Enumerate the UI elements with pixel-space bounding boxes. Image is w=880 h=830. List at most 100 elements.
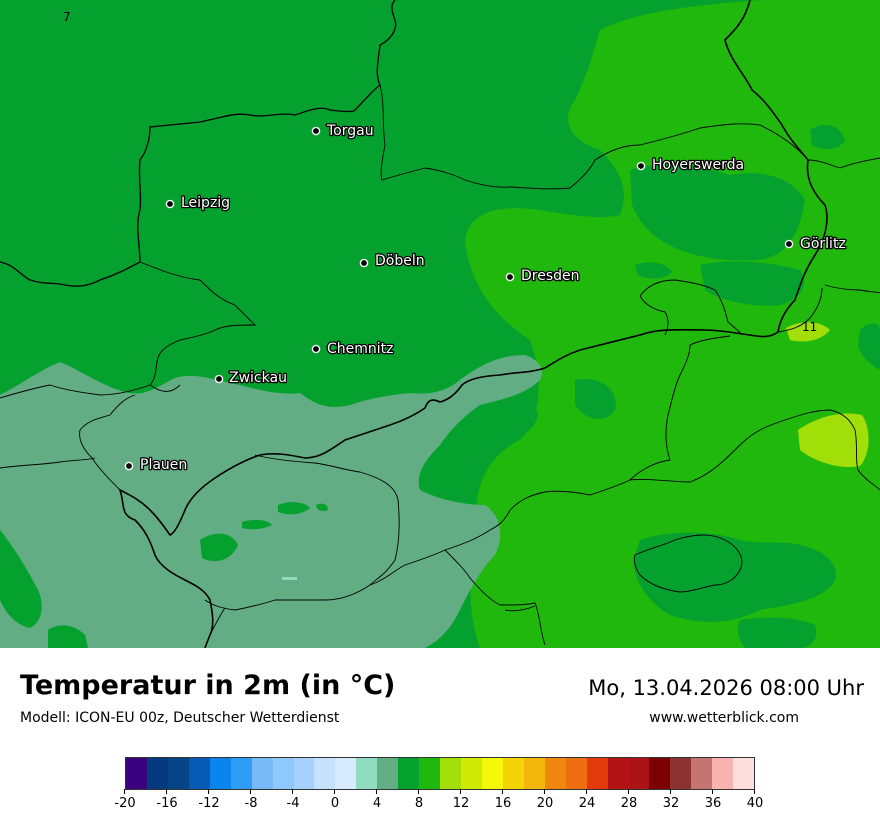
legend-swatch [523, 758, 545, 789]
legend-tick-label: 12 [446, 789, 476, 811]
legend-swatch [356, 758, 378, 789]
city-marker-chemnitz: Chemnitz [311, 340, 395, 358]
temp-field-6-8-island [810, 124, 845, 150]
city-marker-zwickau: Zwickau [214, 369, 288, 387]
temp-field-6-8-island [0, 530, 42, 628]
legend-tick-label: -4 [278, 789, 308, 811]
district-border [204, 454, 400, 611]
temp-field-6-8-island [737, 617, 817, 648]
district-border [807, 157, 880, 169]
legend-swatch [461, 758, 482, 789]
temp-field-6-8-island [242, 519, 272, 530]
legend-swatch [398, 758, 420, 789]
legend-tick-label: 16 [488, 789, 518, 811]
city-label: Dresden [521, 268, 580, 284]
temperature-map: Torgau Hoyerswerda Leipzig Görlitz Döbel… [0, 0, 880, 648]
city-marker-dresden: Dresden [505, 267, 581, 285]
district-border [79, 394, 136, 491]
legend-tick-label: 32 [656, 789, 686, 811]
temp-field-4-6-southwest [0, 355, 542, 648]
district-border [379, 84, 809, 190]
city-label: Döbeln [375, 253, 425, 269]
value-label: 7 [63, 10, 71, 24]
temp-field-6-8-island [700, 261, 804, 306]
legend-swatch [251, 758, 273, 789]
legend-tick-label: -20 [110, 789, 140, 811]
city-marker-leipzig: Leipzig [165, 194, 231, 212]
legend-swatch [126, 758, 147, 789]
temp-field-6-8-island [635, 262, 672, 279]
district-border [633, 534, 743, 593]
legend-swatch [188, 758, 210, 789]
city-label: Zwickau [229, 370, 287, 386]
city-label: Leipzig [181, 195, 230, 211]
district-border [509, 409, 880, 511]
legend-swatch [209, 758, 231, 789]
city-label: Görlitz [800, 236, 846, 252]
temp-field-4-6-spot [282, 577, 297, 580]
legend-tick-label: -16 [152, 789, 182, 811]
model-subtitle: Modell: ICON-EU 00z, Deutscher Wetterdie… [20, 710, 340, 726]
temp-field-6-8-island [316, 503, 328, 511]
legend-swatch [377, 758, 399, 789]
color-legend [125, 757, 755, 790]
legend-swatch [481, 758, 503, 789]
legend-swatch [272, 758, 294, 789]
legend-swatch [712, 758, 734, 789]
legend-tick-label: -12 [194, 789, 224, 811]
legend-tick-label: 4 [362, 789, 392, 811]
legend-swatch [565, 758, 587, 789]
legend-swatch [419, 758, 441, 789]
temp-field-6-8-island [200, 533, 238, 562]
city-label: Hoyerswerda [652, 157, 744, 173]
city-marker-torgau: Torgau [311, 122, 375, 140]
legend-swatch [670, 758, 692, 789]
city-marker-plauen: Plauen [124, 456, 189, 474]
district-border [139, 261, 257, 386]
temp-field-6-8-island [278, 502, 310, 515]
legend-swatch [733, 758, 755, 789]
temp-field-6-8-island [858, 323, 880, 370]
temp-field-6-8-island [575, 379, 616, 420]
district-border [0, 384, 181, 399]
legend-swatch [544, 758, 566, 789]
legend-swatch [628, 758, 650, 789]
legend-swatch [146, 758, 168, 789]
legend-swatch [607, 758, 629, 789]
temp-field-10-12 [798, 413, 869, 468]
district-border [777, 287, 823, 333]
legend-swatch [167, 758, 189, 789]
website-link[interactable]: www.wetterblick.com [649, 710, 799, 726]
district-border [0, 457, 96, 469]
state-border-sachsen [118, 0, 828, 648]
district-border [209, 607, 226, 636]
district-border [504, 605, 536, 612]
forecast-datetime: Mo, 13.04.2026 08:00 Uhr [588, 676, 864, 700]
temp-field-8-10-east [465, 0, 880, 648]
district-border [629, 335, 731, 481]
legend-ticks: -20 -16 -12 -8 -4 0 4 8 12 16 20 24 28 32 36 40 [114, 789, 763, 820]
city-marker-hoyerswerda: Hoyerswerda [636, 156, 745, 174]
city-label: Plauen [140, 457, 187, 473]
legend-tick-label: 0 [320, 789, 350, 811]
state-border-north [0, 0, 397, 287]
footer: Temperatur in 2m (in °C) Modell: ICON-EU… [0, 648, 880, 830]
legend-swatch [440, 758, 461, 789]
legend-swatch [314, 758, 336, 789]
legend-swatch [649, 758, 671, 789]
legend-tick-label: 40 [740, 789, 770, 811]
city-marker-doebeln: Döbeln [359, 252, 426, 270]
city-label: Chemnitz [327, 341, 394, 357]
legend-tick-label: 20 [530, 789, 560, 811]
district-border [639, 279, 743, 336]
temp-field-6-8-island [48, 625, 88, 648]
legend-tick-label: 24 [572, 789, 602, 811]
district-border [444, 549, 546, 646]
legend-swatch [293, 758, 315, 789]
city-label: Torgau [326, 123, 374, 139]
legend-swatch [502, 758, 524, 789]
legend-tick-label: 28 [614, 789, 644, 811]
legend-tick-label: 36 [698, 789, 728, 811]
legend-swatch [335, 758, 357, 789]
map-title: Temperatur in 2m (in °C) [20, 670, 396, 701]
